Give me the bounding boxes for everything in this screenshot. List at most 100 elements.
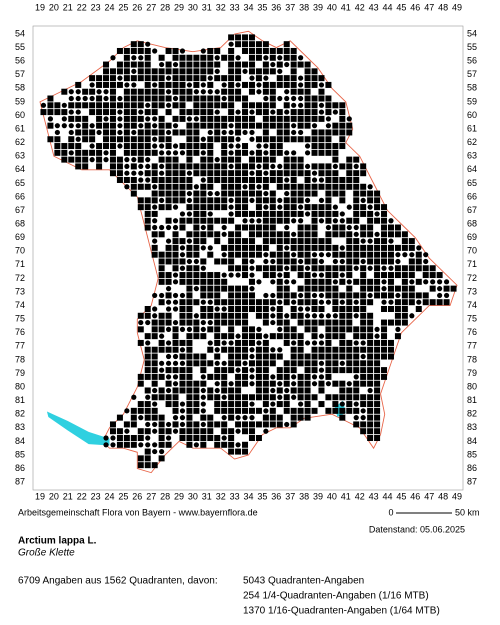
occurrence-square — [103, 129, 110, 136]
occurrence-square — [304, 204, 311, 211]
occurrence-square — [374, 292, 381, 299]
occurrence-square — [130, 75, 137, 82]
occurrence-square — [221, 143, 228, 150]
occurrence-square — [283, 129, 290, 136]
occurrence-square — [158, 204, 165, 211]
occurrence-dot — [68, 129, 74, 136]
occurrence-dot — [145, 177, 151, 183]
occurrence-square — [151, 373, 158, 380]
occurrence-square — [360, 204, 367, 211]
occurrence-dot — [256, 143, 262, 149]
occurrence-square — [235, 224, 242, 231]
occurrence-dot — [152, 313, 158, 319]
occurrence-dot — [40, 102, 47, 108]
occurrence-square — [262, 163, 269, 170]
occurrence-square — [47, 122, 54, 129]
occurrence-square — [193, 204, 200, 211]
occurrence-square — [186, 231, 193, 238]
occurrence-square — [290, 305, 297, 312]
occurrence-dot — [325, 224, 332, 231]
occurrence-dot — [145, 421, 151, 428]
occurrence-dot — [214, 387, 220, 394]
occurrence-dot — [249, 150, 255, 156]
occurrence-dot — [214, 381, 220, 387]
occurrence-square — [221, 244, 228, 251]
occurrence-dot — [235, 415, 241, 421]
occurrence-square — [186, 312, 193, 319]
occurrence-square — [255, 265, 262, 272]
occurrence-dot — [381, 299, 387, 305]
occurrence-square — [137, 407, 144, 414]
row-label: 64 — [15, 164, 25, 174]
occurrence-dot — [200, 136, 206, 142]
occurrence-square — [165, 156, 172, 163]
occurrence-square — [165, 367, 172, 374]
occurrence-square — [318, 244, 325, 251]
occurrence-dot — [228, 272, 234, 278]
occurrence-square — [242, 448, 249, 455]
occurrence-square — [214, 204, 221, 211]
occurrence-square — [269, 238, 276, 245]
occurrence-square — [193, 394, 200, 401]
row-label: 61 — [467, 123, 477, 133]
column-label: 44 — [382, 491, 392, 501]
occurrence-dot — [159, 61, 165, 68]
occurrence-square — [193, 54, 200, 61]
occurrence-dot — [172, 150, 179, 156]
occurrence-square — [408, 258, 415, 265]
occurrence-dot — [138, 319, 144, 326]
occurrence-square — [242, 224, 249, 231]
occurrence-square — [54, 102, 61, 109]
occurrence-dot — [291, 123, 297, 129]
occurrence-square — [318, 210, 325, 217]
occurrence-square — [325, 143, 332, 150]
occurrence-square — [311, 115, 318, 122]
occurrence-square — [89, 75, 96, 82]
occurrence-square — [172, 47, 179, 54]
occurrence-square — [248, 299, 255, 306]
occurrence-square — [179, 258, 186, 265]
occurrence-square — [325, 129, 332, 136]
occurrence-square — [158, 441, 165, 448]
occurrence-square — [144, 448, 151, 455]
occurrence-square — [346, 231, 353, 238]
occurrence-square — [262, 81, 269, 88]
occurrence-dot — [165, 238, 172, 244]
occurrence-square — [193, 163, 200, 170]
occurrence-square — [235, 407, 242, 414]
occurrence-square — [179, 238, 186, 245]
occurrence-square — [353, 244, 360, 251]
occurrence-square — [109, 109, 116, 116]
row-label: 55 — [467, 42, 477, 52]
occurrence-square — [172, 115, 179, 122]
occurrence-square — [283, 170, 290, 177]
occurrence-square — [339, 102, 346, 109]
occurrence-square — [422, 292, 429, 299]
occurrence-square — [332, 122, 339, 129]
occurrence-square — [297, 122, 304, 129]
row-label: 58 — [15, 83, 25, 93]
occurrence-square — [123, 61, 130, 68]
occurrence-square — [339, 163, 346, 170]
occurrence-dot — [165, 224, 172, 231]
occurrence-square — [235, 197, 242, 204]
occurrence-square — [228, 292, 235, 299]
occurrence-dot — [374, 326, 380, 332]
occurrence-dot — [304, 265, 311, 271]
occurrence-square — [68, 102, 75, 109]
row-label: 61 — [15, 123, 25, 133]
row-label: 65 — [467, 178, 477, 188]
row-label: 57 — [15, 69, 25, 79]
occurrence-square — [172, 88, 179, 95]
occurrence-dot — [200, 245, 206, 251]
occurrence-square — [283, 238, 290, 245]
occurrence-dot — [145, 340, 151, 346]
occurrence-square — [179, 197, 186, 204]
occurrence-square — [186, 373, 193, 380]
occurrence-square — [144, 407, 151, 414]
row-label: 72 — [467, 273, 477, 283]
occurrence-square — [214, 136, 221, 143]
occurrence-square — [200, 102, 207, 109]
column-label: 32 — [216, 2, 226, 12]
occurrence-square — [332, 319, 339, 326]
